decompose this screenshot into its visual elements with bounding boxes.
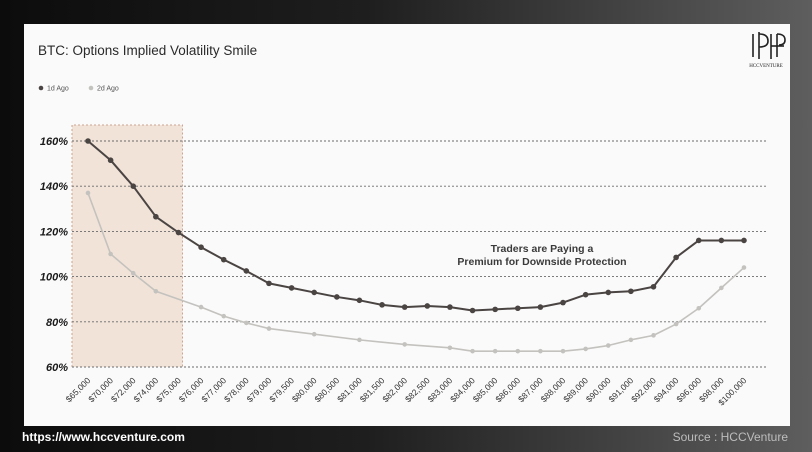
legend-label-1d: 1d Ago: [47, 86, 69, 93]
data-point-1d: [266, 280, 272, 287]
data-point-1d: [537, 304, 544, 310]
series-line-2d: [87, 192, 745, 352]
data-point-2d: [492, 348, 498, 354]
data-point-2d: [402, 342, 407, 347]
data-point-2d: [741, 265, 747, 270]
legend-marker-2d: [88, 85, 94, 91]
data-point-2d: [153, 288, 159, 294]
volatility-smile-chart: 60%80%100%120%140%160%$65,000$70,000$72,…: [38, 85, 768, 407]
data-point-2d: [583, 346, 588, 352]
data-point-1d: [514, 305, 521, 312]
y-tick-label: 160%: [40, 136, 68, 148]
data-point-1d: [153, 213, 159, 220]
legend-marker-1d: [38, 85, 44, 91]
data-point-1d: [334, 294, 340, 300]
data-point-1d: [356, 297, 363, 304]
annotation-text: Premium for Downside Protection: [457, 256, 626, 268]
data-point-2d: [85, 190, 91, 196]
data-point-2d: [266, 326, 272, 331]
y-tick-label: 80%: [46, 317, 68, 329]
y-tick-label: 140%: [40, 181, 68, 193]
data-point-2d: [357, 337, 362, 343]
data-point-2d: [696, 305, 702, 311]
chart-title: BTC: Options Implied Volatility Smile: [38, 43, 258, 58]
data-point-2d: [198, 304, 204, 310]
data-point-2d: [130, 270, 136, 276]
data-point-2d: [244, 320, 249, 326]
data-point-1d: [424, 303, 431, 309]
data-point-1d: [243, 268, 250, 274]
data-point-2d: [651, 333, 656, 338]
data-point-1d: [220, 256, 227, 263]
logo-text: HCCVENTURE: [749, 64, 783, 69]
data-point-1d: [492, 306, 498, 313]
data-point-1d: [673, 254, 679, 261]
chart-card: BTC: Options Implied Volatility Smile HC…: [24, 24, 790, 426]
highlight-region: [72, 125, 183, 367]
data-point-1d: [560, 299, 566, 306]
data-point-1d: [447, 304, 453, 310]
data-point-1d: [379, 302, 385, 308]
data-point-2d: [605, 343, 611, 348]
data-point-1d: [628, 288, 634, 295]
data-point-1d: [85, 138, 91, 144]
highlight-border: [71, 124, 183, 367]
website-url[interactable]: https://www.hccventure.com: [22, 430, 185, 444]
data-point-1d: [695, 237, 702, 244]
data-point-1d: [605, 289, 612, 296]
data-point-1d: [288, 285, 295, 291]
data-point-1d: [469, 307, 476, 314]
data-point-2d: [470, 348, 475, 354]
data-point-1d: [582, 291, 589, 298]
y-tick-label: 100%: [40, 272, 68, 284]
data-point-2d: [221, 313, 227, 319]
data-point-1d: [650, 283, 657, 290]
annotation-text: Traders are Paying a: [491, 243, 594, 255]
data-point-2d: [311, 331, 317, 337]
y-tick-label: 120%: [40, 226, 68, 238]
data-point-1d: [401, 304, 408, 310]
data-point-1d: [107, 157, 114, 164]
data-point-2d: [560, 348, 566, 354]
data-point-1d: [311, 289, 318, 296]
legend-label-2d: 2d Ago: [97, 86, 119, 93]
data-point-1d: [198, 244, 204, 251]
data-point-2d: [538, 348, 543, 354]
data-point-2d: [719, 285, 724, 291]
data-point-1d: [741, 237, 747, 244]
data-point-1d: [130, 183, 137, 189]
data-point-2d: [515, 348, 521, 354]
source-label: Source : HCCVenture: [672, 430, 788, 444]
hccventure-logo: HCCVENTURE: [749, 32, 786, 69]
series-line-1d: [87, 140, 744, 312]
data-point-2d: [628, 337, 634, 343]
data-point-2d: [673, 321, 679, 327]
y-tick-label: 60%: [46, 362, 68, 374]
data-point-1d: [718, 237, 725, 244]
data-point-2d: [108, 251, 113, 257]
data-point-2d: [447, 345, 453, 351]
data-point-1d: [175, 229, 182, 236]
